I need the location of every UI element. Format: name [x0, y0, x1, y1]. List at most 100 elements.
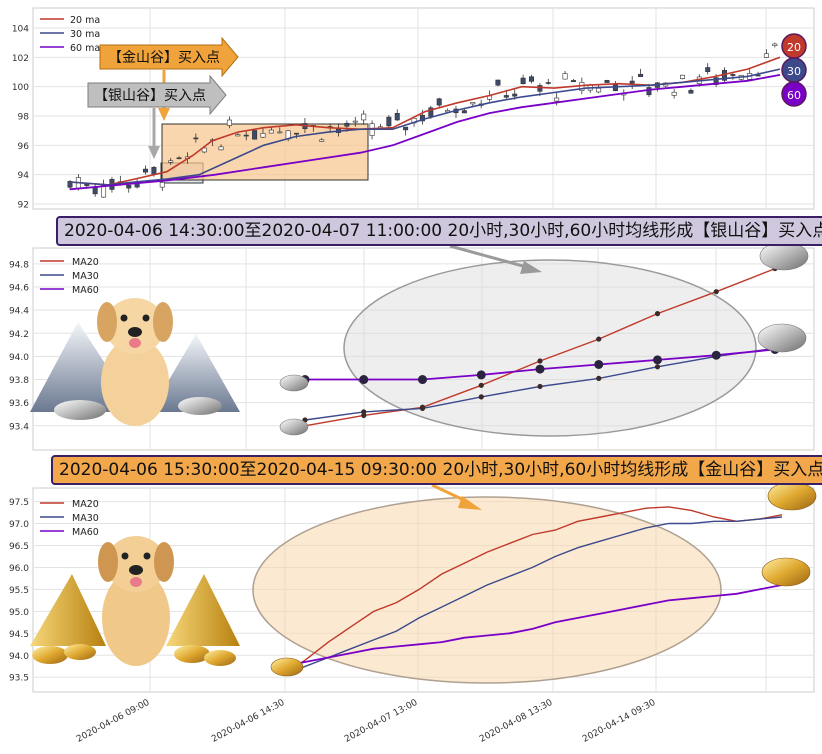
ma60-point — [418, 375, 427, 385]
legend-ma30: MA30 — [72, 271, 99, 282]
ma20-point — [713, 289, 719, 295]
y-tick-label: 95.0 — [9, 608, 29, 618]
y-tick-label: 94.4 — [9, 307, 29, 317]
candle-body — [646, 87, 652, 96]
candle-body — [470, 101, 476, 105]
silver-annotation: 【银山谷】买入点 — [87, 74, 227, 159]
candle-body — [268, 129, 274, 134]
y-tick-label: 96.0 — [9, 564, 29, 574]
y-tick-label: 93.4 — [9, 422, 29, 432]
panel3-legend: MA20 MA30 MA60 — [40, 499, 99, 538]
panel3-pointer-arrow — [431, 483, 482, 510]
candle-body — [126, 184, 132, 189]
candle-body — [243, 134, 249, 137]
badge-20: 20 — [787, 41, 801, 54]
candle-body — [403, 126, 409, 131]
candle-body — [520, 77, 526, 85]
candle-body — [260, 133, 266, 138]
candle-body — [428, 107, 434, 117]
y-tick-label: 94 — [18, 171, 30, 181]
legend-20ma: 20 ma — [70, 15, 100, 26]
gold-annotation-label: 【金山谷】买入点 — [108, 50, 220, 66]
panel1-legend: 20 ma 30 ma 60 ma — [40, 15, 100, 54]
candle-body — [638, 73, 644, 77]
candle-body — [537, 85, 543, 92]
x-tick-label: 2020-04-06 14:30 — [210, 698, 287, 745]
candle-body — [201, 147, 207, 153]
candle-body — [763, 53, 769, 58]
y-tick-label: 97.5 — [9, 498, 29, 508]
panel1-y-ticks: 104 102 100 98 96 94 92 — [12, 25, 29, 211]
panel3-y-ticks: 97.5 97.0 96.5 96.0 95.5 95.0 94.5 94.0 93.5 — [9, 498, 29, 684]
candle-body — [512, 93, 518, 97]
candle-body — [688, 90, 694, 94]
candle-body — [168, 160, 174, 163]
panel2-legend: MA20 MA30 MA60 — [40, 257, 99, 296]
y-tick-label: 94.0 — [9, 652, 29, 662]
ma30-point — [361, 409, 367, 415]
legend-ma30-p3: MA30 — [72, 513, 99, 524]
panel1-ma-lines — [69, 56, 781, 191]
ma60-line — [69, 74, 781, 191]
candle-body — [159, 182, 165, 188]
legend-ma20: MA20 — [72, 257, 99, 268]
ma20-point — [537, 358, 543, 364]
candle-body — [218, 146, 224, 151]
y-tick-label: 94.8 — [9, 260, 29, 270]
candle-body — [235, 134, 241, 137]
candle-body — [84, 183, 90, 186]
dog-illustration-2 — [98, 536, 174, 666]
candle-body — [671, 91, 677, 96]
candle-body — [394, 113, 400, 121]
candle-body — [67, 181, 73, 188]
candle-body — [252, 130, 258, 140]
ma30-point — [419, 405, 426, 412]
gold-valley-banner: 2020-04-06 15:30:00至2020-04-15 09:30:00 … — [51, 455, 822, 485]
candle-body — [604, 80, 610, 83]
y-tick-label: 93.6 — [9, 399, 29, 409]
panel2-y-ticks: 94.8 94.6 94.4 94.2 94.0 93.8 93.6 93.4 — [9, 260, 29, 432]
candle-body — [176, 157, 182, 160]
ma60-line — [282, 584, 783, 668]
ma-badges: 20 30 60 — [781, 33, 807, 107]
y-tick-label: 94.2 — [9, 330, 29, 340]
candle-body — [143, 168, 149, 173]
candle-body — [461, 110, 467, 114]
ma30-line — [69, 68, 781, 186]
badge-30: 30 — [787, 65, 801, 78]
candle-body — [713, 77, 719, 85]
candle-body — [361, 113, 367, 121]
candle-body — [226, 119, 232, 126]
panel2-pointer-arrow — [449, 244, 542, 274]
candle-body — [570, 80, 576, 83]
y-tick-label: 96.5 — [9, 542, 29, 552]
candle-body — [344, 122, 350, 127]
panel2-highlight-ellipse — [343, 259, 757, 437]
candle-body — [596, 87, 602, 93]
candle-body — [629, 80, 635, 84]
candle-body — [352, 120, 358, 123]
candle-body — [436, 98, 442, 106]
gold-annotation: 【金山谷】买入点 — [99, 36, 239, 121]
panel3-highlight-ellipse — [252, 496, 722, 684]
gold-ingot-icons — [270, 481, 817, 677]
x-tick-label: 2020-04-14 09:30 — [581, 698, 658, 745]
candle-body — [151, 167, 157, 175]
ma60-point — [653, 355, 662, 365]
ma60-point — [476, 370, 486, 380]
y-tick-label: 96 — [18, 142, 30, 152]
candle-body — [562, 73, 568, 80]
ma60-point — [535, 364, 545, 374]
candle-body — [503, 95, 509, 98]
legend-ma20-p3: MA20 — [72, 499, 99, 510]
silver-valley-banner: 2020-04-06 14:30:00至2020-04-07 11:00:00 … — [56, 216, 822, 246]
y-tick-label: 94.6 — [9, 284, 29, 294]
ma60-point — [359, 375, 369, 385]
gold-pyramids-illustration — [30, 574, 240, 666]
ma60-point — [711, 350, 721, 360]
candle-body — [495, 79, 501, 86]
y-tick-label: 98 — [18, 113, 30, 123]
ma20-point — [654, 311, 661, 317]
candle-body — [772, 43, 778, 46]
